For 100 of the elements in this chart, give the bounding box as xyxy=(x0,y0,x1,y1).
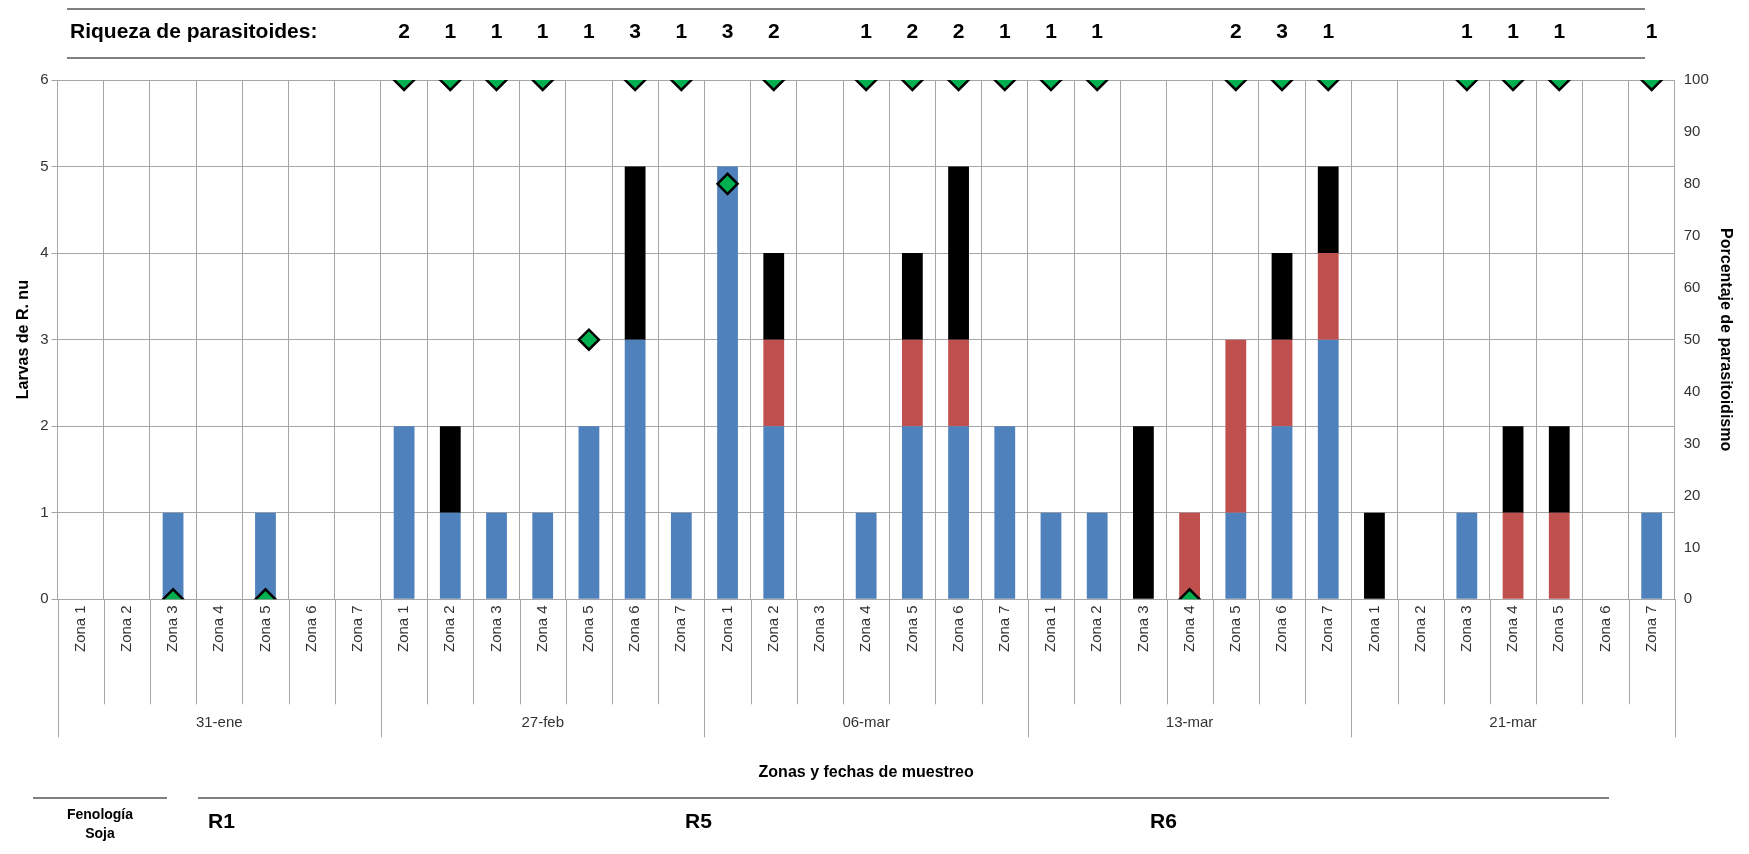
x-tick-label: Zona 2 xyxy=(1410,605,1428,652)
bar xyxy=(486,512,507,599)
bar xyxy=(763,426,785,599)
y-tick-label: 3 xyxy=(40,329,49,347)
y2-axis-title: Porcentaje de parasitoidismo xyxy=(1717,228,1735,452)
bar xyxy=(901,426,923,599)
x-tick-label: Zona 6 xyxy=(948,605,966,652)
bar xyxy=(1641,512,1663,599)
y-tick-label: 0 xyxy=(40,589,49,607)
text: 1 xyxy=(1507,18,1520,42)
text: R1 xyxy=(208,808,236,832)
y-tick-label: 4 xyxy=(40,243,49,261)
bar xyxy=(1225,512,1247,599)
text: 31-ene xyxy=(195,713,243,731)
x-tick-label: Zona 6 xyxy=(301,605,319,652)
bar xyxy=(578,426,600,599)
text: 27-feb xyxy=(521,713,564,731)
x-tick-label: Zona 4 xyxy=(209,605,227,652)
x-tick-label: Zona 3 xyxy=(1456,605,1474,652)
x-tick-label: Zona 4 xyxy=(532,605,550,652)
x-tick-label: Zona 4 xyxy=(1179,605,1197,652)
bar xyxy=(1133,426,1154,599)
x-tick-label: Zona 6 xyxy=(1595,605,1613,652)
bar xyxy=(1271,426,1293,599)
y2-tick-label: 70 xyxy=(1683,225,1701,243)
text: Fenología Soja xyxy=(66,805,134,841)
bar xyxy=(1548,426,1570,513)
text: 06-mar xyxy=(842,713,890,731)
text: 2 xyxy=(767,18,780,42)
bar xyxy=(1502,426,1524,513)
bar xyxy=(717,166,738,599)
text: R5 xyxy=(685,808,713,832)
y2-tick-label: 60 xyxy=(1683,277,1701,295)
x-tick-label: Zona 7 xyxy=(994,605,1012,652)
x-tick-label: Zona 2 xyxy=(440,605,458,652)
text: 2 xyxy=(952,18,965,42)
y2-tick-label: 30 xyxy=(1683,433,1701,451)
x-tick-label: Zona 1 xyxy=(70,605,88,652)
bar xyxy=(670,512,692,599)
bar xyxy=(1502,512,1524,599)
bar xyxy=(624,339,646,599)
text: 1 xyxy=(583,18,596,42)
text: Riqueza de parasitoides: xyxy=(70,18,318,42)
bar xyxy=(439,426,461,513)
bar xyxy=(1271,253,1293,340)
bar xyxy=(948,339,969,427)
x-tick-label: Zona 4 xyxy=(856,605,874,652)
x-tick-label: Zona 4 xyxy=(1503,605,1521,652)
text: 1 xyxy=(1553,18,1566,42)
x-tick-label: Zona 3 xyxy=(163,605,181,652)
x-tick-label: Zona 7 xyxy=(348,605,366,652)
x-tick-label: Zona 2 xyxy=(763,605,781,652)
bar xyxy=(439,512,461,599)
x-tick-label: Zona 5 xyxy=(1225,605,1243,652)
text: 1 xyxy=(536,18,549,42)
bar xyxy=(1271,339,1293,427)
bar xyxy=(1040,512,1062,599)
bar xyxy=(255,512,276,599)
bar xyxy=(1317,339,1339,599)
bar xyxy=(393,426,415,599)
text: 2 xyxy=(398,18,410,42)
text: 1 xyxy=(1091,18,1104,42)
bar xyxy=(855,512,877,599)
text: 1 xyxy=(490,18,503,42)
bar xyxy=(901,339,923,427)
bar xyxy=(948,166,969,340)
text: 2 xyxy=(1229,18,1242,42)
text: 1 xyxy=(675,18,688,42)
y2-tick-label: 20 xyxy=(1683,485,1701,503)
x-tick-label: Zona 5 xyxy=(255,605,273,652)
x-tick-label: Zona 6 xyxy=(1272,605,1290,652)
y-tick-label: 1 xyxy=(40,502,49,520)
x-tick-label: Zona 1 xyxy=(394,605,412,652)
x-tick-label: Zona 5 xyxy=(579,605,597,652)
y-tick-label: 6 xyxy=(40,70,49,88)
text: 3 xyxy=(629,18,641,42)
text: 21-mar xyxy=(1489,713,1537,731)
x-tick-label: Zona 1 xyxy=(1041,605,1059,652)
text: 3 xyxy=(1276,18,1288,42)
y2-tick-label: 80 xyxy=(1683,174,1701,191)
x-tick-label: Zona 1 xyxy=(717,605,735,652)
bar xyxy=(1317,253,1339,340)
bar xyxy=(532,512,554,599)
y2-tick-label: 100 xyxy=(1683,70,1709,88)
bar xyxy=(1317,166,1339,254)
x-tick-label: Zona 5 xyxy=(902,605,920,652)
bar xyxy=(1548,512,1570,599)
x-tick-label: Zona 7 xyxy=(1318,605,1336,652)
y2-tick-label: 10 xyxy=(1683,537,1701,555)
y2-tick-label: 50 xyxy=(1683,329,1701,347)
bar xyxy=(763,339,785,427)
text: 3 xyxy=(721,18,734,42)
y-tick-label: 2 xyxy=(40,416,49,434)
y-tick-label: 5 xyxy=(40,156,49,174)
bar xyxy=(763,253,785,340)
x-tick-label: Zona 2 xyxy=(116,605,134,652)
bar xyxy=(901,253,923,340)
bar xyxy=(1364,512,1385,599)
bar xyxy=(948,426,969,599)
text: 1 xyxy=(860,18,873,42)
